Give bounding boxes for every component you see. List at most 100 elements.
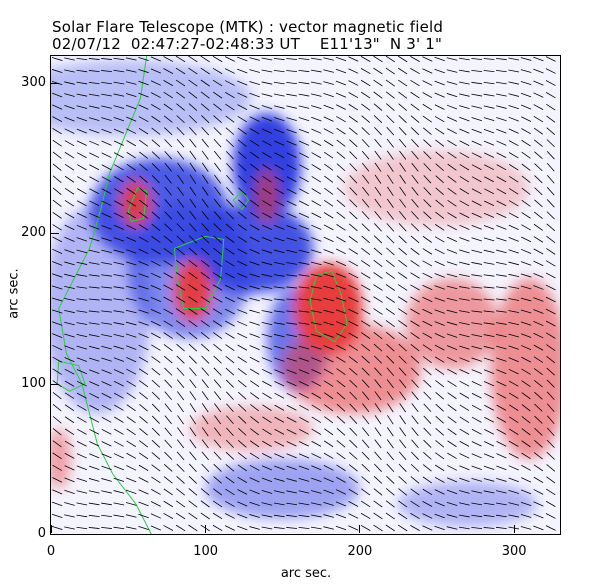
field-vector	[323, 69, 334, 73]
field-vector	[496, 441, 507, 447]
field-vector	[262, 440, 272, 447]
field-vector	[188, 247, 198, 256]
field-vector	[508, 249, 519, 254]
y-tick-mark	[51, 534, 59, 535]
field-vector	[422, 344, 433, 351]
field-vector	[299, 404, 309, 411]
field-vector	[508, 298, 520, 301]
field-vector	[77, 176, 87, 183]
field-vector	[163, 272, 174, 279]
field-vector	[150, 308, 161, 315]
field-vector	[299, 188, 309, 195]
field-vector	[349, 199, 358, 208]
field-vector	[138, 380, 149, 388]
field-vector	[434, 116, 445, 123]
field-vector	[545, 284, 556, 291]
field-vector	[373, 103, 383, 111]
field-vector	[373, 488, 383, 496]
field-vector	[483, 490, 495, 494]
field-vector	[188, 284, 198, 291]
field-vector	[286, 117, 297, 122]
field-vector	[274, 188, 285, 195]
field-vector	[508, 93, 520, 97]
field-vector	[163, 91, 173, 99]
field-vector	[435, 415, 444, 424]
field-vector	[373, 91, 383, 99]
field-vector	[101, 93, 112, 97]
field-vector	[520, 526, 532, 530]
field-vector	[64, 187, 75, 195]
field-vector	[373, 247, 383, 256]
field-vector	[399, 391, 407, 401]
field-vector	[447, 163, 457, 171]
field-vector	[286, 164, 297, 171]
field-vector	[200, 296, 210, 303]
field-vector	[138, 501, 149, 507]
field-vector	[261, 345, 273, 350]
field-vector	[237, 139, 247, 147]
field-vector	[250, 151, 260, 159]
field-vector	[113, 333, 125, 338]
field-vector	[398, 115, 407, 124]
field-vector	[496, 225, 507, 230]
field-vector	[298, 262, 310, 265]
field-vector	[508, 321, 520, 326]
field-vector	[410, 355, 420, 364]
field-vector	[434, 236, 445, 243]
field-vector	[399, 415, 407, 425]
field-vector	[534, 187, 543, 196]
field-vector	[212, 260, 223, 267]
field-vector	[274, 441, 285, 447]
field-vector	[398, 343, 407, 352]
field-vector	[286, 428, 297, 435]
field-vector	[138, 344, 149, 351]
field-vector	[434, 321, 445, 326]
field-vector	[534, 427, 543, 436]
field-vector	[336, 187, 346, 196]
field-vector	[546, 139, 555, 148]
field-vector	[459, 200, 470, 207]
field-vector	[410, 260, 420, 267]
field-vector	[164, 427, 172, 437]
field-vector	[459, 140, 470, 146]
field-vector	[64, 298, 75, 301]
field-vector	[422, 260, 433, 267]
field-vector	[88, 298, 100, 301]
field-vector	[399, 198, 407, 208]
field-vector	[200, 512, 210, 520]
field-vector	[88, 117, 100, 122]
field-vector	[274, 140, 285, 146]
field-vector	[189, 391, 197, 401]
field-vector	[411, 451, 419, 460]
field-vector	[176, 379, 185, 389]
field-vector	[545, 260, 556, 267]
field-vector	[64, 212, 75, 219]
field-vector	[52, 464, 63, 471]
field-vector	[188, 343, 198, 352]
field-vector	[298, 69, 310, 73]
field-vector	[249, 452, 260, 460]
field-vector	[509, 176, 519, 183]
field-vector	[212, 79, 223, 87]
field-vector	[52, 211, 62, 219]
field-vector	[150, 513, 161, 519]
field-vector	[151, 211, 161, 220]
field-vector	[164, 127, 173, 136]
field-vector	[76, 333, 88, 338]
field-vector	[411, 139, 419, 148]
field-vector	[520, 321, 532, 326]
field-vector	[362, 162, 370, 172]
field-vector	[188, 91, 198, 99]
field-vector	[261, 477, 273, 483]
field-vector	[398, 126, 407, 136]
field-vector	[286, 152, 297, 158]
field-vector	[286, 345, 297, 350]
field-vector	[496, 477, 507, 482]
field-vector	[435, 452, 445, 460]
field-vector	[520, 92, 532, 98]
field-vector	[225, 488, 235, 496]
field-vector	[237, 80, 248, 86]
field-vector	[323, 345, 334, 351]
field-vector	[89, 441, 100, 447]
